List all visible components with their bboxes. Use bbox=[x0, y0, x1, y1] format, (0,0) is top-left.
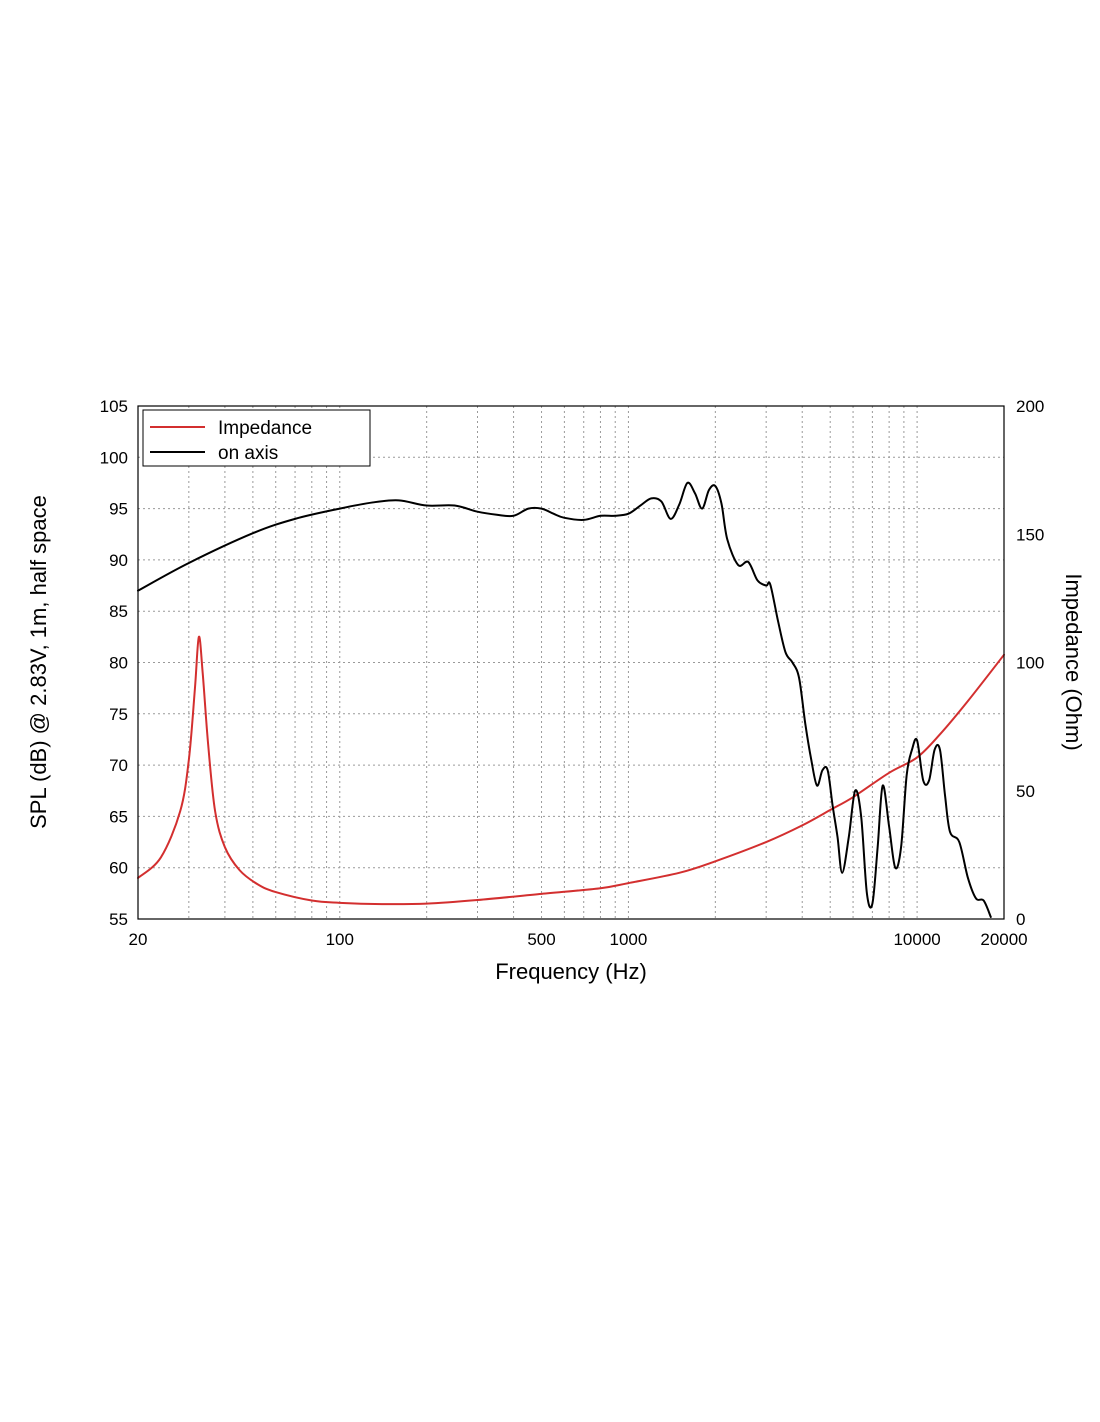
grid bbox=[138, 406, 1004, 919]
x-tick-label: 500 bbox=[527, 930, 555, 949]
right-y-tick-label: 150 bbox=[1016, 525, 1044, 544]
left-y-tick-label: 90 bbox=[109, 551, 128, 570]
right-y-axis-title: Impedance (Ohm) bbox=[1061, 573, 1086, 750]
left-y-tick-label: 75 bbox=[109, 705, 128, 724]
left-y-tick-label: 70 bbox=[109, 756, 128, 775]
left-y-tick-label: 95 bbox=[109, 500, 128, 519]
left-y-tick-label: 85 bbox=[109, 602, 128, 621]
right-y-tick-label: 0 bbox=[1016, 910, 1025, 929]
x-tick-label: 1000 bbox=[610, 930, 648, 949]
x-axis-title: Frequency (Hz) bbox=[495, 959, 647, 984]
left-y-tick-label: 105 bbox=[100, 397, 128, 416]
left-y-axis-title: SPL (dB) @ 2.83V, 1m, half space bbox=[26, 495, 51, 829]
left-y-tick-label: 65 bbox=[109, 807, 128, 826]
tick-labels: 20 100 500 1000 10000 20000556065707580859095… bbox=[100, 397, 1045, 949]
right-y-tick-label: 50 bbox=[1016, 782, 1035, 801]
x-tick-label: 20000 bbox=[980, 930, 1027, 949]
x-tick-label: 100 bbox=[326, 930, 354, 949]
x-tick-label: 20 bbox=[129, 930, 148, 949]
x-tick-label: 10000 bbox=[893, 930, 940, 949]
left-y-tick-label: 55 bbox=[109, 910, 128, 929]
legend-label-on-axis: on axis bbox=[218, 443, 278, 464]
legend-box bbox=[142, 409, 371, 467]
legend: Impedance on axis bbox=[142, 409, 371, 467]
left-y-tick-label: 60 bbox=[109, 859, 128, 878]
legend-label-impedance: Impedance bbox=[218, 418, 312, 439]
series-line-on-axis bbox=[137, 481, 992, 918]
right-y-tick-label: 200 bbox=[1016, 397, 1044, 416]
left-y-tick-label: 80 bbox=[109, 654, 128, 673]
plot-frame bbox=[137, 405, 1005, 920]
right-y-tick-label: 100 bbox=[1016, 654, 1044, 673]
series-line-impedance bbox=[137, 635, 1005, 906]
left-y-tick-label: 100 bbox=[100, 448, 128, 467]
series bbox=[137, 481, 1005, 918]
